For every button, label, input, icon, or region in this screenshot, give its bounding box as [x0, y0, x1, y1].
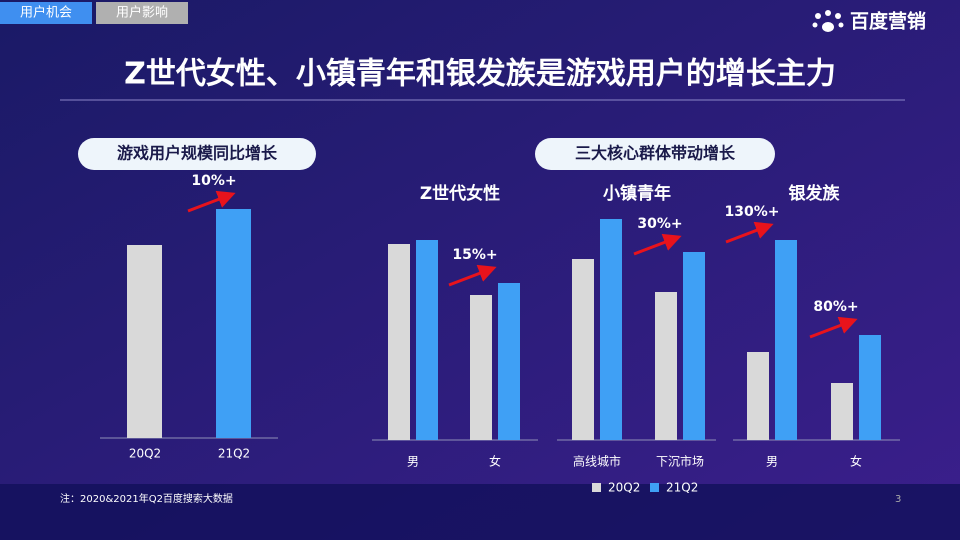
legend-swatch	[650, 483, 659, 492]
growth-arrow	[809, 316, 858, 339]
growth-label: 80%+	[813, 299, 858, 315]
bar	[655, 292, 677, 440]
section-label: 三大核心群体带动增长	[575, 144, 736, 163]
bar	[747, 352, 769, 440]
bar	[470, 295, 492, 440]
growth-arrow	[725, 221, 774, 244]
bar	[683, 252, 705, 440]
x-tick-label: 高线城市	[573, 454, 621, 469]
growth-label: 15%+	[452, 247, 497, 263]
growth-label: 10%+	[191, 173, 236, 189]
x-tick-label: 男	[766, 455, 778, 469]
page-number: 3	[895, 494, 901, 505]
tab[interactable]	[96, 2, 188, 24]
tab[interactable]	[0, 2, 92, 24]
growth-label: 130%+	[725, 204, 780, 220]
growth-arrow	[633, 233, 682, 256]
section-pill	[78, 138, 316, 170]
section-pill	[535, 138, 775, 170]
bar	[831, 383, 853, 440]
growth-label: 30%+	[637, 216, 682, 232]
x-tick-label: 21Q2	[218, 447, 250, 461]
page-title: Z世代女性、小镇青年和银发族是游戏用户的增长主力	[124, 57, 836, 92]
x-tick-label: 女	[850, 454, 862, 469]
brand-name: 百度营销	[850, 10, 926, 33]
x-tick-label: 下沉市场	[656, 454, 704, 469]
growth-arrow	[187, 190, 236, 213]
group-title: 小镇青年	[603, 183, 671, 204]
bar	[859, 335, 881, 440]
x-tick-label: 女	[489, 454, 501, 469]
legend-swatch	[592, 483, 601, 492]
legend-label: 21Q2	[666, 481, 698, 495]
bar	[775, 240, 797, 440]
group-title: 银发族	[789, 183, 841, 204]
footnote: 注：2020&2021年Q2百度搜索大数据	[60, 492, 233, 505]
growth-arrow	[448, 264, 497, 287]
section-label: 游戏用户规模同比增长	[117, 144, 278, 163]
bar	[572, 259, 594, 440]
tab-label[interactable]: 用户影响	[116, 5, 168, 21]
tab-label[interactable]: 用户机会	[20, 5, 72, 21]
x-tick-label: 男	[407, 455, 419, 469]
x-tick-label: 20Q2	[129, 447, 161, 461]
bar	[600, 219, 622, 440]
bar	[127, 245, 162, 438]
bar	[216, 209, 251, 438]
bar	[416, 240, 438, 440]
group-title: Z世代女性	[420, 183, 500, 204]
footer-band	[0, 484, 960, 540]
brand-logo	[812, 10, 844, 32]
bar	[498, 283, 520, 440]
bar	[388, 244, 410, 440]
legend-label: 20Q2	[608, 481, 640, 495]
